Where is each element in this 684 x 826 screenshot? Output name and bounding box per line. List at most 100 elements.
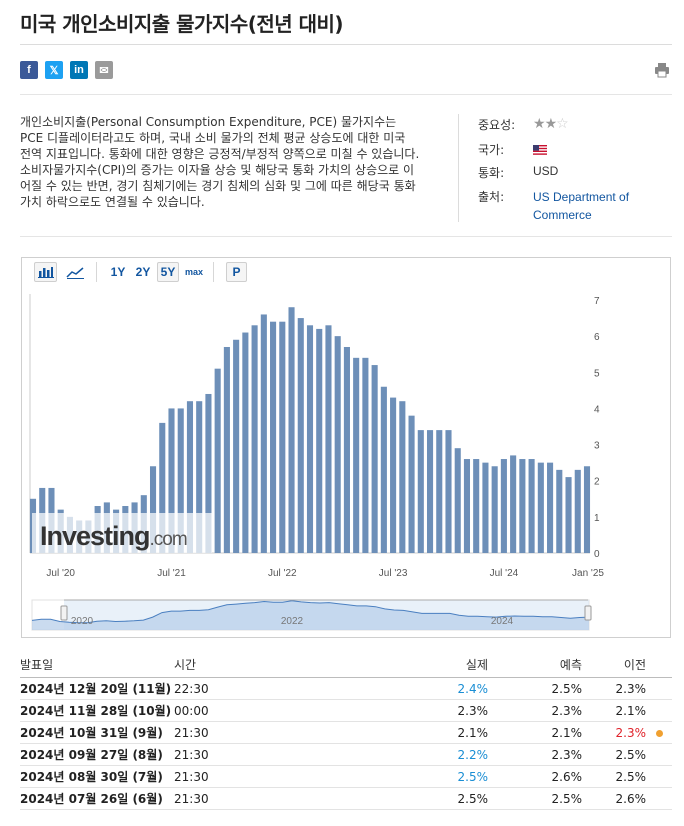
range-5y-button[interactable]: 5Y — [160, 265, 176, 279]
bar[interactable] — [242, 332, 249, 553]
row-actual: 2.4% — [360, 677, 488, 700]
bar-chart-button[interactable] — [34, 262, 57, 282]
bar[interactable] — [233, 339, 240, 553]
row-forecast: 2.3% — [488, 743, 582, 766]
bar[interactable] — [390, 397, 397, 553]
bar[interactable] — [325, 325, 332, 553]
print-icon[interactable] — [654, 62, 670, 78]
row-date: 2024년 12월 20일 (11월) — [20, 677, 174, 700]
row-date: 2024년 07월 26일 (6월) — [20, 787, 174, 810]
line-chart-button[interactable] — [64, 262, 87, 282]
bar[interactable] — [334, 336, 341, 553]
bar[interactable] — [519, 459, 526, 553]
twitter-share-button[interactable]: 𝕏 — [45, 61, 63, 79]
row-actual: 2.1% — [360, 721, 488, 744]
bar[interactable] — [547, 462, 554, 553]
row-time: 21:30 — [174, 787, 360, 810]
navigator-year-label: 2020 — [71, 616, 94, 627]
row-date: 2024년 09월 27일 (8월) — [20, 743, 174, 766]
star-empty-icon: ☆ — [556, 115, 569, 131]
row-previous: 2.3% — [582, 677, 646, 700]
range-1y-button[interactable]: 1Y — [110, 265, 126, 279]
table-header-row: 발표일 시간 실제 예측 이전 — [20, 652, 672, 678]
range-navigator[interactable]: 2020 2022 2024 — [22, 598, 670, 634]
bar[interactable] — [186, 401, 194, 553]
bar[interactable] — [380, 386, 387, 553]
bar[interactable] — [177, 408, 184, 553]
bar[interactable] — [454, 448, 461, 553]
facebook-share-button[interactable]: f — [20, 61, 38, 79]
range-2y-button[interactable]: 2Y — [135, 265, 151, 279]
range-5y-active-bg — [157, 262, 179, 282]
bar[interactable] — [297, 318, 304, 553]
source-link[interactable]: US Department of Commerce — [533, 190, 630, 222]
p-button[interactable]: P — [232, 265, 241, 279]
bar[interactable] — [196, 401, 203, 553]
bar[interactable] — [270, 321, 277, 553]
bar[interactable] — [223, 346, 230, 553]
x-tick-label: Jul '20 — [46, 568, 75, 579]
bar[interactable] — [417, 430, 424, 553]
revised-cell — [646, 721, 672, 744]
navigator-handle[interactable] — [584, 605, 592, 621]
bar[interactable] — [463, 459, 471, 553]
bar[interactable] — [510, 455, 517, 553]
row-previous: 2.3% — [582, 721, 646, 744]
toolbar-separator — [96, 262, 97, 282]
table-row: 2024년 09월 27일 (8월) 21:30 2.2% 2.3% 2.5% — [20, 743, 672, 766]
bar[interactable] — [574, 469, 581, 553]
linkedin-share-button[interactable]: in — [70, 61, 88, 79]
email-share-button[interactable]: ✉ — [95, 61, 113, 79]
bar[interactable] — [528, 459, 535, 553]
line-chart-icon — [66, 267, 84, 279]
bar[interactable] — [583, 466, 591, 553]
bar[interactable] — [251, 325, 258, 553]
x-tick-label: Jan '25 — [572, 568, 604, 579]
range-max-button[interactable]: max — [184, 267, 203, 277]
revised-dot-icon[interactable] — [655, 729, 663, 737]
bar[interactable] — [408, 415, 415, 553]
bar[interactable] — [565, 477, 572, 553]
bar[interactable] — [159, 422, 166, 553]
star-filled-icon: ★ — [544, 115, 558, 131]
bar[interactable] — [343, 346, 350, 553]
y-tick-label: 1 — [594, 513, 600, 524]
bar[interactable] — [426, 430, 434, 553]
bar[interactable] — [279, 321, 286, 553]
bar[interactable] — [500, 459, 507, 553]
y-tick-label: 6 — [594, 332, 600, 343]
bar[interactable] — [436, 430, 443, 553]
bar[interactable] — [371, 365, 378, 553]
bar[interactable] — [168, 408, 175, 553]
country-label: 국가: — [478, 143, 505, 157]
revised-cell — [646, 677, 672, 700]
bar[interactable] — [205, 393, 212, 553]
share-divider — [20, 94, 672, 95]
bar[interactable] — [399, 401, 406, 553]
bar[interactable] — [537, 462, 544, 553]
bar-chart-icon — [38, 267, 54, 278]
bar[interactable] — [149, 466, 157, 553]
bar[interactable] — [362, 357, 369, 553]
bar[interactable] — [353, 357, 360, 553]
row-actual: 2.5% — [360, 787, 488, 810]
row-time: 21:30 — [174, 721, 360, 744]
bar[interactable] — [482, 462, 489, 553]
bar[interactable] — [306, 325, 314, 553]
bar[interactable] — [316, 328, 323, 553]
bar[interactable] — [445, 430, 452, 553]
source-label: 출처: — [478, 190, 505, 204]
bar[interactable] — [491, 466, 498, 553]
bar[interactable] — [260, 314, 267, 553]
page-title: 미국 개인소비지출 물가지수(전년 대비) — [20, 12, 344, 36]
bar[interactable] — [473, 459, 480, 553]
bar[interactable] — [214, 368, 221, 553]
twitter-icon: 𝕏 — [49, 64, 59, 77]
bar[interactable] — [556, 469, 563, 553]
navigator-handle[interactable] — [60, 605, 68, 621]
row-previous: 2.5% — [582, 743, 646, 766]
bar[interactable] — [288, 307, 295, 553]
header-time: 시간 — [174, 652, 360, 678]
email-icon: ✉ — [99, 64, 109, 77]
revised-cell — [646, 765, 672, 788]
